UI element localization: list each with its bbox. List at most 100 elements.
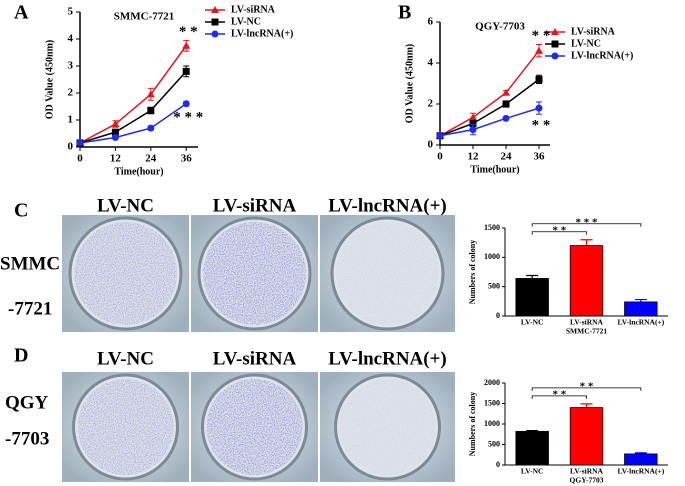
- series-line: [439, 78, 540, 137]
- significance-label: * * *: [173, 109, 203, 125]
- legend-marker: [551, 52, 559, 60]
- x-tick-label: 36: [181, 153, 193, 165]
- column-label: LV-siRNA: [213, 348, 297, 369]
- colonies: [339, 379, 436, 475]
- y-tick-label: 0: [428, 139, 434, 151]
- colonies: [203, 222, 306, 325]
- bar: [515, 430, 549, 466]
- error-bar: [580, 403, 593, 408]
- bar: [569, 245, 604, 317]
- legend-label: LV-siRNA: [231, 4, 276, 15]
- series-line: [79, 45, 187, 144]
- y-tick-label: 2: [68, 87, 74, 99]
- x-tick-label: LV-lncRNA(+): [617, 318, 664, 327]
- y-tick-label: 1500: [484, 398, 500, 407]
- legend-marker: [551, 28, 559, 35]
- row-label: -7703: [5, 428, 49, 449]
- bracket: [531, 231, 587, 235]
- x-tick-label: 12: [468, 151, 480, 163]
- column-label: LV-lncRNA(+): [328, 348, 447, 369]
- x-tick-label: 0: [437, 151, 443, 163]
- y-tick-label: 4: [68, 33, 74, 45]
- error-bar: [634, 452, 647, 454]
- colonies: [336, 222, 439, 325]
- y-tick-label: 500: [488, 439, 500, 448]
- significance-label: * *: [552, 388, 566, 400]
- y-tick-label: 1500: [484, 223, 500, 232]
- y-tick-label: 1: [68, 114, 74, 126]
- x-axis-label: SMMC-7721: [566, 327, 607, 336]
- bar: [624, 301, 658, 317]
- series-line: [79, 70, 187, 144]
- legend-label: LV-NC: [571, 38, 601, 49]
- point: [535, 104, 543, 112]
- point: [147, 107, 155, 115]
- colonies: [77, 379, 174, 475]
- column-label: LV-NC: [97, 195, 154, 216]
- bar: [569, 407, 604, 466]
- bar: [624, 453, 658, 466]
- panel-label: C: [14, 200, 28, 222]
- significance-label: * *: [580, 380, 594, 392]
- x-axis-label: QGY-7703: [570, 476, 604, 485]
- panel-label: D: [14, 345, 28, 367]
- point: [182, 100, 190, 108]
- point: [146, 90, 155, 98]
- legend-marker: [211, 6, 219, 13]
- y-tick-label: 4: [428, 57, 434, 69]
- colonies: [206, 379, 303, 475]
- legend-marker: [551, 40, 559, 48]
- legend-label: LV-lncRNA(+): [231, 28, 293, 39]
- point: [76, 139, 84, 147]
- point: [111, 128, 119, 136]
- point: [502, 88, 510, 96]
- column-label: LV-lncRNA(+): [328, 195, 447, 216]
- significance-label: * * *: [576, 216, 599, 228]
- series-line: [439, 50, 540, 137]
- x-tick-label: LV-siRNA: [570, 467, 604, 476]
- y-tick-label: 1000: [484, 252, 500, 261]
- x-tick-label: 36: [534, 151, 546, 163]
- significance-label: * *: [532, 28, 551, 44]
- error-bar: [580, 239, 593, 246]
- legend-label: LV-siRNA: [571, 26, 616, 37]
- series-line: [439, 107, 540, 137]
- y-tick-label: 1000: [484, 419, 500, 428]
- column-label: LV-NC: [97, 348, 154, 369]
- chart-title: SMMC-7721: [114, 11, 175, 23]
- significance-label: * *: [179, 24, 198, 40]
- error-bar: [634, 298, 647, 302]
- y-axis-label: Numbers of colony: [468, 240, 477, 304]
- x-tick-label: 12: [110, 153, 122, 165]
- legend-label: LV-NC: [231, 16, 261, 27]
- bar: [515, 278, 549, 317]
- series-line: [79, 103, 187, 144]
- x-tick-label: LV-lncRNA(+): [617, 467, 664, 476]
- legend-label: LV-lncRNA(+): [571, 50, 633, 61]
- significance-label: * *: [532, 118, 551, 134]
- x-axis-label: Time(hour): [470, 164, 519, 175]
- point: [469, 126, 477, 134]
- x-tick-label: LV-NC: [521, 467, 544, 476]
- y-tick-label: 3: [68, 60, 74, 72]
- chart-title: QGY-7703: [475, 21, 525, 33]
- bracket: [531, 223, 642, 227]
- y-tick-label: 0: [68, 141, 74, 153]
- y-tick-label: 0: [496, 311, 500, 320]
- y-tick-label: 2000: [484, 378, 500, 387]
- x-tick-label: 24: [501, 151, 513, 163]
- point: [469, 119, 477, 127]
- point: [535, 75, 543, 83]
- colonies: [74, 222, 177, 325]
- error-bar: [526, 274, 539, 279]
- point: [535, 46, 543, 54]
- y-tick-label: 2: [428, 98, 434, 110]
- point: [111, 134, 119, 142]
- legend-marker: [211, 30, 219, 38]
- bracket: [531, 387, 642, 391]
- bracket: [531, 395, 587, 399]
- x-tick-label: 24: [145, 153, 157, 165]
- y-axis-label: OD Value (450nm): [404, 44, 415, 123]
- x-tick-label: LV-NC: [521, 318, 544, 327]
